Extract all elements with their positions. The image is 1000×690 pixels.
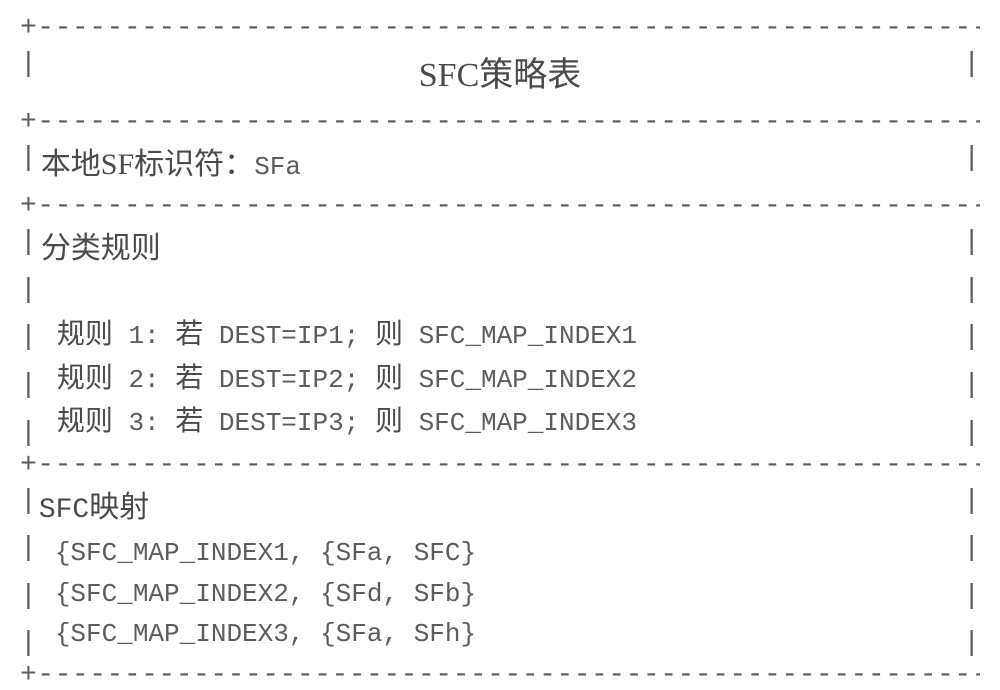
local-sf-value: SFa bbox=[254, 152, 301, 182]
map-sf2: SFh bbox=[414, 619, 461, 649]
sfc-policy-table: +---------------------------------------… bbox=[20, 15, 980, 690]
rule-prefix: 规则 bbox=[57, 406, 113, 437]
rule-item: 规则 1: 若 DEST=IP1; 则 SFC_MAP_INDEX1 bbox=[41, 313, 963, 356]
right-pipes: |||| bbox=[963, 480, 980, 663]
left-pipes: ||||| bbox=[20, 221, 37, 451]
if-word: 若 bbox=[175, 319, 203, 350]
rule-num: 1 bbox=[128, 321, 144, 351]
local-sf-section: | 本地SF标识符：SFa | bbox=[20, 137, 980, 193]
rule-condition: DEST=IP2 bbox=[219, 365, 344, 395]
divider-2: +---------------------------------------… bbox=[20, 193, 980, 221]
then-word: 则 bbox=[375, 406, 403, 437]
right-pipe: | bbox=[963, 43, 980, 109]
map-index: SFC_MAP_INDEX2 bbox=[70, 579, 288, 609]
map-sf2: SFC bbox=[414, 538, 461, 568]
map-sf1: SFd bbox=[336, 579, 383, 609]
if-word: 若 bbox=[175, 406, 203, 437]
rule-num: 2 bbox=[128, 365, 144, 395]
map-index: SFC_MAP_INDEX3 bbox=[70, 619, 288, 649]
map-index: SFC_MAP_INDEX1 bbox=[70, 538, 288, 568]
rule-result: SFC_MAP_INDEX3 bbox=[419, 408, 637, 438]
top-border: +---------------------------------------… bbox=[20, 15, 980, 43]
right-pipe: | bbox=[963, 137, 980, 193]
rule-prefix: 规则 bbox=[57, 319, 113, 350]
right-pipes: ||||| bbox=[963, 221, 980, 451]
rule-item: 规则 2: 若 DEST=IP2; 则 SFC_MAP_INDEX2 bbox=[41, 357, 963, 400]
map-sf1: SFa bbox=[336, 538, 383, 568]
rules-header: 分类规则 bbox=[41, 225, 963, 273]
left-pipes: |||| bbox=[20, 480, 37, 663]
map-sf1: SFa bbox=[336, 619, 383, 649]
rule-result: SFC_MAP_INDEX2 bbox=[419, 365, 637, 395]
divider-1: +---------------------------------------… bbox=[20, 109, 980, 137]
rule-item: 规则 3: 若 DEST=IP3; 则 SFC_MAP_INDEX3 bbox=[41, 400, 963, 443]
then-word: 则 bbox=[375, 363, 403, 394]
table-title: SFC策略表 bbox=[37, 43, 963, 109]
map-sf2: SFb bbox=[414, 579, 461, 609]
mapping-header: SFC映射 bbox=[37, 484, 963, 534]
rules-section: ||||| 分类规则 规则 1: 若 DEST=IP1; 则 SFC_MAP_I… bbox=[20, 221, 980, 451]
mapping-header-suffix: 映射 bbox=[89, 491, 149, 524]
if-word: 若 bbox=[175, 363, 203, 394]
bottom-border: +---------------------------------------… bbox=[20, 662, 980, 690]
map-item: {SFC_MAP_INDEX2, {SFd, SFb} bbox=[37, 574, 963, 614]
rule-prefix: 规则 bbox=[57, 363, 113, 394]
divider-3: +---------------------------------------… bbox=[20, 452, 980, 480]
mapping-header-prefix: SFC bbox=[39, 495, 89, 526]
blank-line bbox=[41, 277, 963, 313]
left-pipe: | bbox=[20, 137, 37, 193]
mapping-section: |||| SFC映射 {SFC_MAP_INDEX1, {SFa, SFC} {… bbox=[20, 480, 980, 663]
then-word: 则 bbox=[375, 319, 403, 350]
map-item: {SFC_MAP_INDEX1, {SFa, SFC} bbox=[37, 533, 963, 573]
title-section: | SFC策略表 | bbox=[20, 43, 980, 109]
rule-num: 3 bbox=[128, 408, 144, 438]
local-sf-row: 本地SF标识符：SFa bbox=[37, 137, 963, 193]
rule-condition: DEST=IP3 bbox=[219, 408, 344, 438]
map-item: {SFC_MAP_INDEX3, {SFa, SFh} bbox=[37, 614, 963, 654]
left-pipe: | bbox=[20, 43, 37, 109]
rule-condition: DEST=IP1 bbox=[219, 321, 344, 351]
rule-result: SFC_MAP_INDEX1 bbox=[419, 321, 637, 351]
local-sf-label: 本地SF标识符： bbox=[41, 148, 254, 181]
